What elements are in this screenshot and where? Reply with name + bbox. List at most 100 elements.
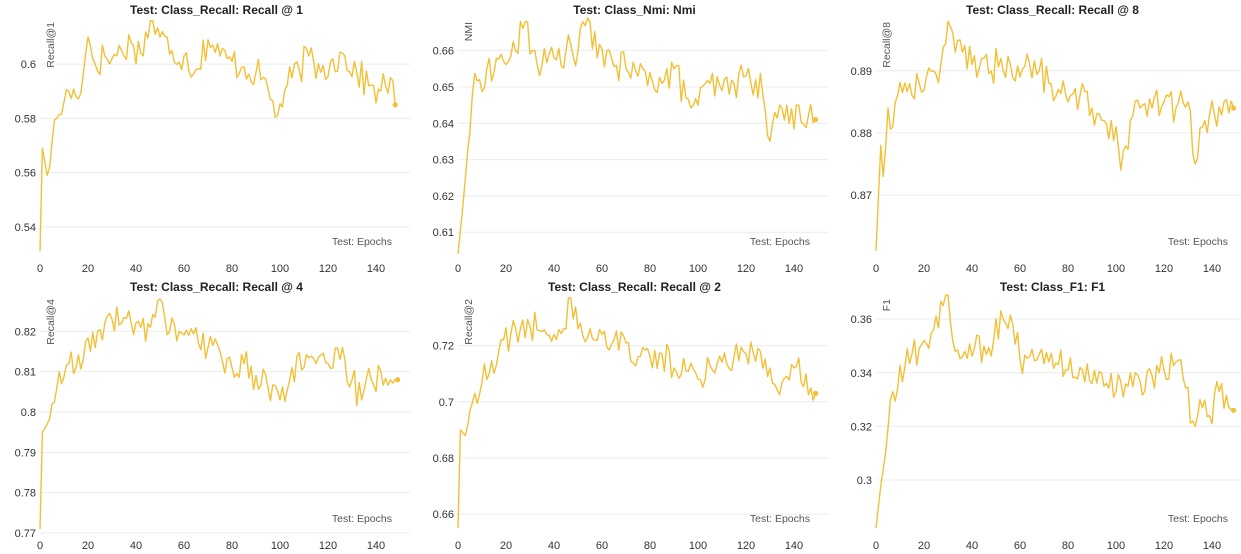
chart-panel: Test: Class_Recall: Recall @ 4 0.77 0.78 0.…	[0, 277, 413, 554]
series-line	[875, 20, 1235, 251]
series-line	[457, 17, 817, 255]
y-axis-label: Recall@2	[463, 299, 475, 345]
x-tick-label: 0	[37, 263, 43, 275]
chart-svg: Test: Class_Recall: Recall @ 2 0.66 0.68 0.…	[433, 280, 828, 552]
x-tick-label: 0	[873, 540, 879, 552]
x-tick-label: 100	[689, 540, 707, 552]
y-tick-label: 0.7	[439, 397, 454, 409]
x-tick-label: 100	[689, 263, 707, 275]
x-tick-label: 20	[500, 263, 512, 275]
x-tick-label: 140	[1203, 540, 1221, 552]
x-tick-label: 120	[319, 540, 337, 552]
chart-panel: Test: Class_F1: F1 0.3 0.32 0.34 0.36 0 20 40 60…	[836, 277, 1241, 554]
x-tick-label: 120	[1155, 263, 1173, 275]
series-line	[39, 19, 396, 252]
chart-panel: Test: Class_Nmi: Nmi 0.61 0.62 0.63 0.64 0.65…	[418, 0, 831, 277]
last-point-marker	[1231, 105, 1237, 111]
chart-svg: Test: Class_Nmi: Nmi 0.61 0.62 0.63 0.64 0.65…	[433, 3, 828, 275]
x-tick-label: 140	[785, 540, 803, 552]
chart-svg: Test: Class_Recall: Recall @ 8 0.87 0.88 0.…	[851, 3, 1241, 275]
chart-panel: Test: Class_Recall: Recall @ 1 0.54 0.56 0.…	[0, 0, 413, 277]
x-tick-label: 40	[966, 263, 978, 275]
y-tick-label: 0.8	[21, 407, 36, 419]
series-line	[39, 298, 398, 530]
x-tick-label: 80	[644, 263, 656, 275]
x-axis-label: Test: Epochs	[1168, 513, 1228, 525]
x-tick-label: 60	[178, 540, 190, 552]
x-tick-label: 60	[596, 263, 608, 275]
series-line	[875, 294, 1234, 529]
x-tick-label: 80	[1062, 263, 1074, 275]
y-axis-label: NMI	[463, 22, 475, 41]
x-tick-label: 40	[548, 263, 560, 275]
y-tick-label: 0.36	[851, 314, 872, 326]
y-tick-label: 0.6	[21, 59, 36, 71]
y-tick-label: 0.62	[433, 191, 454, 203]
x-tick-label: 40	[130, 540, 142, 552]
chart-svg: Test: Class_F1: F1 0.3 0.32 0.34 0.36 0 20 40 60…	[851, 280, 1241, 552]
y-tick-label: 0.58	[15, 113, 36, 125]
last-point-marker	[395, 377, 401, 383]
y-tick-label: 0.79	[15, 447, 36, 459]
x-tick-label: 120	[737, 263, 755, 275]
last-point-marker	[813, 390, 819, 396]
x-tick-label: 0	[37, 540, 43, 552]
x-tick-label: 0	[455, 540, 461, 552]
x-tick-label: 60	[596, 540, 608, 552]
y-tick-label: 0.56	[15, 168, 36, 180]
series-line	[457, 297, 817, 529]
x-tick-label: 0	[455, 263, 461, 275]
y-tick-label: 0.77	[15, 528, 36, 540]
x-tick-label: 20	[918, 540, 930, 552]
x-tick-label: 40	[548, 540, 560, 552]
x-tick-label: 100	[271, 540, 289, 552]
x-tick-label: 140	[785, 263, 803, 275]
y-axis-label: Recall@1	[45, 22, 57, 68]
y-tick-label: 0.54	[15, 222, 36, 234]
x-tick-label: 140	[1203, 263, 1221, 275]
y-tick-label: 0.72	[433, 341, 454, 353]
x-tick-label: 100	[271, 263, 289, 275]
x-tick-label: 40	[130, 263, 142, 275]
x-tick-label: 80	[644, 540, 656, 552]
chart-svg: Test: Class_Recall: Recall @ 1 0.54 0.56 0.…	[15, 3, 410, 275]
last-point-marker	[1231, 407, 1237, 413]
x-tick-label: 20	[500, 540, 512, 552]
y-tick-label: 0.68	[433, 453, 454, 465]
x-tick-label: 20	[918, 263, 930, 275]
y-tick-label: 0.32	[851, 421, 872, 433]
y-tick-label: 0.64	[433, 118, 454, 130]
y-axis-label: Recall@4	[45, 299, 57, 345]
x-tick-label: 0	[873, 263, 879, 275]
x-axis-label: Test: Epochs	[1168, 236, 1228, 248]
y-tick-label: 0.78	[15, 488, 36, 500]
y-tick-label: 0.89	[851, 66, 872, 78]
x-tick-label: 60	[1014, 263, 1026, 275]
x-tick-label: 140	[367, 263, 385, 275]
x-tick-label: 80	[226, 540, 238, 552]
x-axis-label: Test: Epochs	[332, 236, 392, 248]
y-tick-label: 0.66	[433, 46, 454, 58]
x-tick-label: 20	[82, 263, 94, 275]
x-tick-label: 140	[367, 540, 385, 552]
x-axis-label: Test: Epochs	[750, 513, 810, 525]
x-tick-label: 120	[1155, 540, 1173, 552]
chart-title: Test: Class_Recall: Recall @ 1	[130, 3, 303, 17]
y-tick-label: 0.87	[851, 190, 872, 202]
x-tick-label: 20	[82, 540, 94, 552]
chart-title: Test: Class_Recall: Recall @ 2	[548, 280, 721, 294]
y-tick-label: 0.34	[851, 368, 872, 380]
y-axis-label: Recall@8	[881, 22, 893, 68]
x-tick-label: 120	[319, 263, 337, 275]
y-tick-label: 0.88	[851, 128, 872, 140]
x-axis-label: Test: Epochs	[750, 236, 810, 248]
y-tick-label: 0.63	[433, 155, 454, 167]
y-tick-label: 0.81	[15, 367, 36, 379]
chart-panel: Test: Class_Recall: Recall @ 2 0.66 0.68 0.…	[418, 277, 831, 554]
last-point-marker	[813, 117, 819, 123]
chart-title: Test: Class_F1: F1	[1000, 280, 1105, 294]
chart-title: Test: Class_Recall: Recall @ 4	[130, 280, 303, 294]
chart-svg: Test: Class_Recall: Recall @ 4 0.77 0.78 0.…	[15, 280, 410, 552]
last-point-marker	[392, 102, 398, 108]
